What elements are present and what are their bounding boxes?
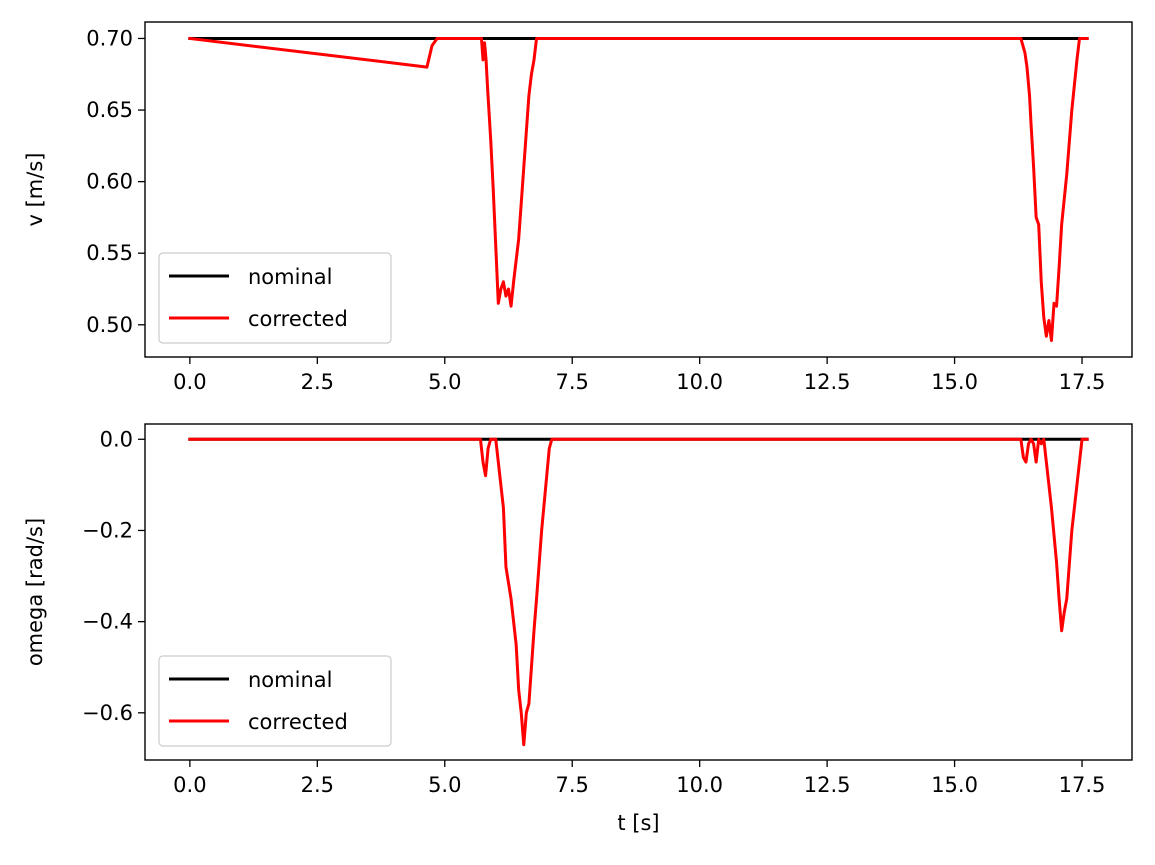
velocity-x-tick-label: 5.0 bbox=[428, 370, 461, 394]
omega-x-tick-label: 15.0 bbox=[931, 773, 978, 797]
omega-series bbox=[188, 437, 1089, 747]
velocity-y-tick-label: 0.70 bbox=[86, 26, 133, 50]
velocity-x-tick-label: 15.0 bbox=[931, 370, 978, 394]
omega-plot-frame bbox=[144, 423, 1133, 761]
velocity-y-tick-label: 0.55 bbox=[86, 241, 133, 265]
omega-x-axis-label: t [s] bbox=[617, 811, 659, 835]
omega-x-tick-label: 7.5 bbox=[556, 773, 589, 797]
omega-y-tick-label: 0.0 bbox=[100, 427, 133, 451]
omega-x-tick-label: 17.5 bbox=[1059, 773, 1106, 797]
velocity-subplot: 0.0 2.5 5.0 7.5 10.0 12.5 15.0 17.5 0.50 0.55 0.6… bbox=[23, 21, 1133, 394]
velocity-series bbox=[188, 36, 1089, 343]
velocity-x-tick-label: 0.0 bbox=[173, 370, 206, 394]
omega-y-tick-label: −0.4 bbox=[82, 610, 133, 634]
velocity-y-axis-label: v [m/s] bbox=[23, 153, 47, 227]
velocity-x-ticks: 0.0 2.5 5.0 7.5 10.0 12.5 15.0 17.5 bbox=[173, 357, 1105, 394]
velocity-x-tick-label: 17.5 bbox=[1059, 370, 1106, 394]
velocity-legend-corrected-label: corrected bbox=[248, 307, 348, 331]
omega-x-tick-label: 2.5 bbox=[301, 773, 334, 797]
omega-y-tick-label: −0.2 bbox=[82, 518, 133, 542]
omega-legend-corrected-label: corrected bbox=[248, 710, 348, 734]
velocity-x-tick-label: 12.5 bbox=[804, 370, 851, 394]
velocity-x-tick-label: 7.5 bbox=[556, 370, 589, 394]
omega-x-tick-label: 0.0 bbox=[173, 773, 206, 797]
velocity-y-tick-label: 0.65 bbox=[86, 98, 133, 122]
omega-legend: nominal corrected bbox=[158, 655, 392, 747]
omega-x-tick-label: 5.0 bbox=[428, 773, 461, 797]
velocity-x-tick-label: 2.5 bbox=[301, 370, 334, 394]
omega-subplot: 0.0 2.5 5.0 7.5 10.0 12.5 15.0 17.5 −0.6−0.4−0.… bbox=[23, 423, 1133, 835]
omega-y-tick-label: −0.6 bbox=[82, 701, 133, 725]
velocity-plot-frame bbox=[144, 21, 1133, 358]
omega-y-axis-label: omega [rad/s] bbox=[23, 518, 47, 666]
velocity-legend-nominal-label: nominal bbox=[248, 265, 332, 289]
omega-x-tick-label: 10.0 bbox=[676, 773, 723, 797]
velocity-y-tick-label: 0.50 bbox=[86, 313, 133, 337]
velocity-y-ticks: 0.50 0.55 0.60 0.65 0.70 bbox=[86, 26, 145, 337]
velocity-corrected-line bbox=[188, 36, 1089, 343]
omega-y-ticks: −0.6 −0.4 −0.2 0.0 bbox=[82, 427, 145, 725]
omega-x-tick-label: 12.5 bbox=[804, 773, 851, 797]
velocity-legend: nominal corrected bbox=[158, 252, 392, 344]
velocity-y-tick-label: 0.60 bbox=[86, 170, 133, 194]
velocity-x-tick-label: 10.0 bbox=[676, 370, 723, 394]
omega-legend-nominal-label: nominal bbox=[248, 668, 332, 692]
omega-corrected-line bbox=[188, 437, 1089, 747]
omega-x-ticks: 0.0 2.5 5.0 7.5 10.0 12.5 15.0 17.5 bbox=[173, 760, 1105, 797]
